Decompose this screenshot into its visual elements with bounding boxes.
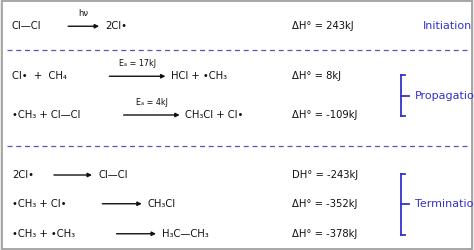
Text: 2Cl•: 2Cl• bbox=[105, 21, 127, 31]
Text: ΔH° = -109kJ: ΔH° = -109kJ bbox=[292, 110, 357, 120]
Text: H₃C—CH₃: H₃C—CH₃ bbox=[162, 229, 209, 239]
Text: ΔH° = 243kJ: ΔH° = 243kJ bbox=[292, 21, 353, 31]
Text: hν: hν bbox=[79, 9, 89, 18]
Text: ΔH° = -378kJ: ΔH° = -378kJ bbox=[292, 229, 357, 239]
Text: •CH₃ + Cl—Cl: •CH₃ + Cl—Cl bbox=[12, 110, 80, 120]
Text: 2Cl•: 2Cl• bbox=[12, 170, 34, 180]
Text: HCl + •CH₃: HCl + •CH₃ bbox=[171, 71, 227, 81]
Text: •CH₃ + Cl•: •CH₃ + Cl• bbox=[12, 199, 66, 209]
Text: ΔH° = 8kJ: ΔH° = 8kJ bbox=[292, 71, 340, 81]
Text: Cl—Cl: Cl—Cl bbox=[99, 170, 128, 180]
Text: Propagation: Propagation bbox=[414, 91, 474, 101]
Text: Eₐ = 4kJ: Eₐ = 4kJ bbox=[136, 98, 168, 107]
Text: Initiation: Initiation bbox=[423, 21, 473, 31]
Text: •CH₃ + •CH₃: •CH₃ + •CH₃ bbox=[12, 229, 75, 239]
Text: Cl—Cl: Cl—Cl bbox=[12, 21, 41, 31]
Text: CH₃Cl + Cl•: CH₃Cl + Cl• bbox=[185, 110, 243, 120]
Text: Cl•  +  CH₄: Cl• + CH₄ bbox=[12, 71, 67, 81]
Text: Termination: Termination bbox=[415, 200, 474, 209]
Text: Eₐ = 17kJ: Eₐ = 17kJ bbox=[119, 59, 156, 68]
Text: CH₃Cl: CH₃Cl bbox=[148, 199, 176, 209]
Text: ΔH° = -352kJ: ΔH° = -352kJ bbox=[292, 199, 357, 209]
Text: DH° = -243kJ: DH° = -243kJ bbox=[292, 170, 358, 180]
